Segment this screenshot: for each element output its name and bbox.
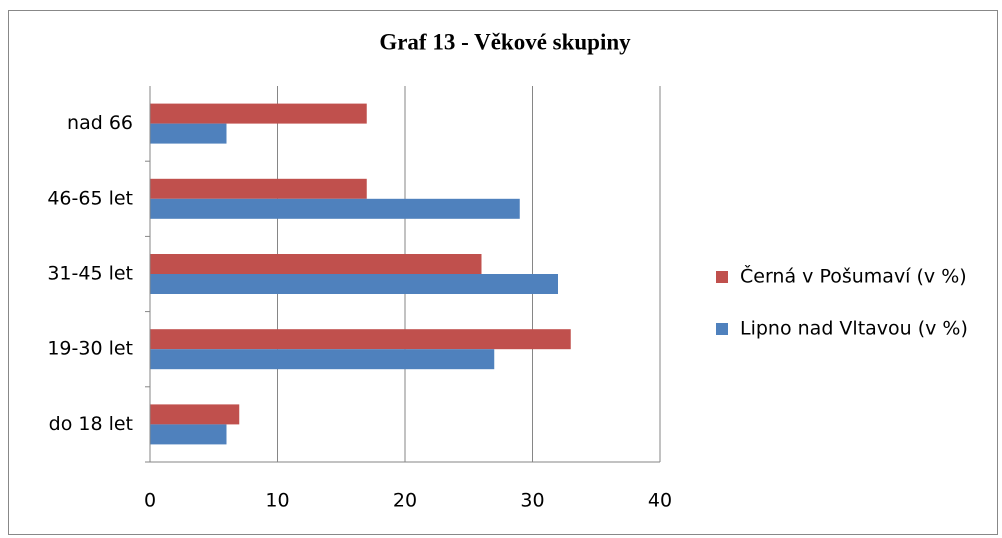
y-tick-label: 31-45 let <box>47 263 133 285</box>
legend-label: Černá v Pošumaví (v %) <box>740 264 967 288</box>
bar <box>150 424 227 445</box>
x-tick-label: 0 <box>144 490 156 512</box>
bar <box>150 404 240 425</box>
x-tick-label: 40 <box>648 490 672 512</box>
y-tick-label: nad 66 <box>67 112 133 134</box>
bar <box>150 329 571 350</box>
y-tick-label: do 18 let <box>49 413 133 435</box>
bar <box>150 123 227 144</box>
bar <box>150 103 367 124</box>
bar <box>150 198 520 219</box>
bar <box>150 178 367 199</box>
bar <box>150 349 495 370</box>
x-tick-label: 20 <box>393 490 417 512</box>
x-tick-label: 10 <box>265 490 289 512</box>
y-tick-label: 19-30 let <box>47 338 133 360</box>
bar <box>150 254 482 274</box>
legend-label: Lipno nad Vltavou (v %) <box>740 318 968 340</box>
legend-swatch <box>716 323 728 335</box>
legend-swatch <box>716 271 728 283</box>
bar <box>150 274 558 294</box>
chart-title: Graf 13 - Věkové skupiny <box>379 29 631 54</box>
y-tick-label: 46-65 let <box>47 187 133 209</box>
x-tick-label: 30 <box>520 490 544 512</box>
